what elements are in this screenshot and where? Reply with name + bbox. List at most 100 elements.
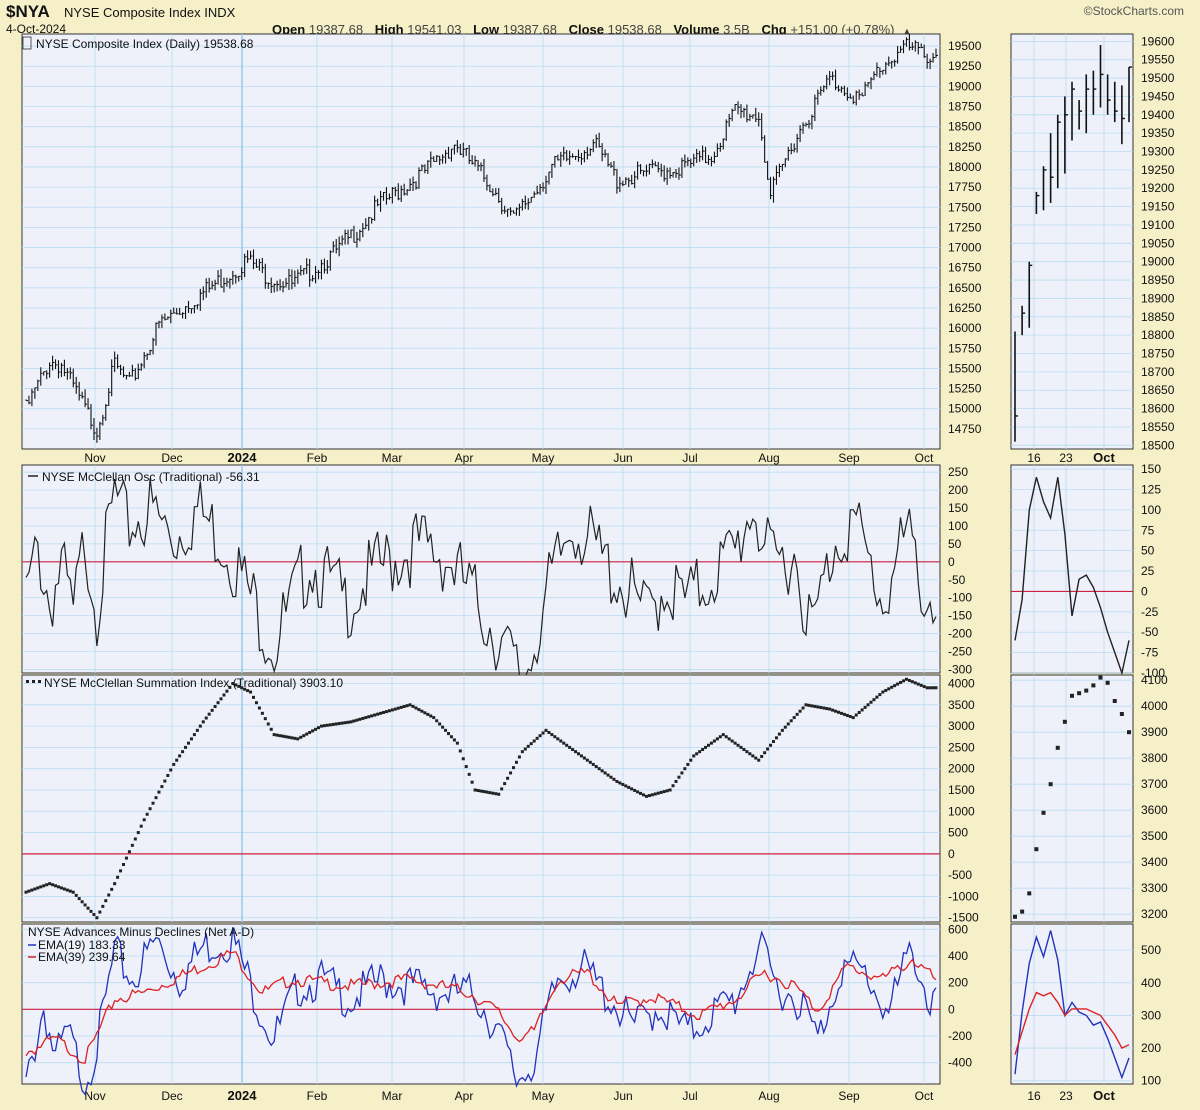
summation-point [166, 774, 170, 778]
exchange: INDX [204, 5, 236, 20]
summation-point [396, 706, 400, 710]
x-tick-label: Feb [307, 451, 328, 465]
ohlc-readout: Open 19387.68 High 19541.03 Low 19387.68… [272, 22, 911, 37]
symbol-name: NYSE Composite Index INDX [64, 5, 235, 20]
summation-point [668, 788, 672, 792]
summation-point [343, 721, 347, 725]
summation-point [107, 893, 111, 897]
summation-point [571, 748, 575, 752]
panel-background [1010, 674, 1134, 923]
y-tick-label: 16750 [948, 261, 982, 275]
y-tick-label: 17250 [948, 220, 982, 234]
summation-point [479, 789, 483, 793]
summation-point [45, 883, 49, 887]
y-tick-label: 18800 [1141, 328, 1175, 342]
y-tick-label: 18000 [948, 160, 982, 174]
summation-point [54, 884, 58, 888]
y-tick-label: 17500 [948, 200, 982, 214]
close-label: Close [568, 22, 604, 37]
summation-point [547, 730, 551, 734]
summation-point [644, 794, 648, 798]
summation-point [231, 682, 235, 686]
summation-point [683, 767, 687, 771]
summation-point [373, 713, 377, 717]
series-line-ema19 [25, 927, 937, 1096]
summation-point [698, 750, 702, 754]
summation-point [662, 790, 666, 794]
y-tick-label: -75 [1141, 646, 1159, 660]
summation-point [269, 727, 273, 731]
summation-point [116, 875, 120, 879]
y-tick-label: 15250 [948, 382, 982, 396]
summation-point [777, 732, 781, 736]
summation-point [503, 782, 507, 786]
summation-point [252, 695, 255, 699]
y-tick-label: 19300 [1141, 145, 1175, 159]
y-tick-label: 400 [1141, 976, 1161, 990]
main-panel-1 [21, 33, 941, 450]
y-tick-label: 18900 [1141, 291, 1175, 305]
summation-point [689, 758, 693, 762]
summation-point [1091, 683, 1096, 688]
summation-point [512, 766, 515, 770]
summation-point [1055, 745, 1060, 750]
summation-point [127, 850, 131, 854]
summation-point [243, 687, 247, 691]
summation-point [414, 706, 418, 710]
x-tick-label: Sep [838, 451, 860, 465]
y-tick-label: 19600 [1141, 34, 1175, 48]
summation-point [831, 708, 835, 712]
summation-point [854, 713, 858, 717]
y-tick-label: 19500 [948, 39, 982, 53]
summation-point [172, 762, 176, 766]
summation-point [913, 681, 917, 685]
summation-point [621, 782, 625, 786]
summation-point [650, 793, 654, 797]
summation-point [429, 714, 433, 718]
y-tick-label: 19450 [1141, 89, 1175, 103]
volume-value: 3.5B [723, 22, 750, 37]
summation-point [745, 750, 749, 754]
summation-point [624, 784, 628, 788]
summation-point [609, 775, 613, 779]
summation-point [890, 685, 894, 689]
high-label: High [374, 22, 404, 37]
chg-label: Chg [761, 22, 787, 37]
detail-panel-3 [1010, 674, 1134, 923]
y-tick-label: 500 [948, 826, 968, 840]
y-tick-label: 19400 [1141, 108, 1175, 122]
summation-point [257, 706, 261, 710]
summation-point [449, 735, 453, 739]
summation-point [219, 697, 223, 701]
summation-point [1084, 688, 1089, 693]
y-tick-label: -500 [948, 868, 972, 882]
detail-panel-2 [1010, 464, 1134, 676]
summation-point [447, 732, 450, 736]
summation-point [754, 756, 758, 760]
x-tick-label: Mar [382, 451, 403, 465]
summation-point [526, 744, 530, 748]
summation-point [1077, 691, 1082, 696]
summation-point [612, 777, 616, 781]
y-tick-label: 18700 [1141, 365, 1175, 379]
summation-point [845, 713, 849, 717]
y-tick-label: 18500 [1141, 438, 1175, 452]
summation-point [553, 735, 557, 739]
summation-point [355, 718, 359, 722]
summation-point [677, 775, 681, 779]
summation-point [642, 793, 645, 797]
summation-point [36, 886, 40, 890]
summation-point [420, 709, 424, 713]
summation-point [423, 711, 427, 715]
summation-point [328, 723, 332, 727]
y-tick-label: 150 [1141, 462, 1161, 476]
summation-point [916, 682, 920, 686]
high-value: 19541.03 [407, 22, 462, 37]
chg-value: +151.00 (+0.78%) [790, 22, 895, 37]
summation-point [210, 708, 214, 712]
summation-point [48, 882, 52, 886]
summation-point [653, 792, 657, 796]
summation-point [482, 790, 486, 794]
y-tick-label: 18600 [1141, 402, 1175, 416]
summation-point [520, 750, 524, 754]
